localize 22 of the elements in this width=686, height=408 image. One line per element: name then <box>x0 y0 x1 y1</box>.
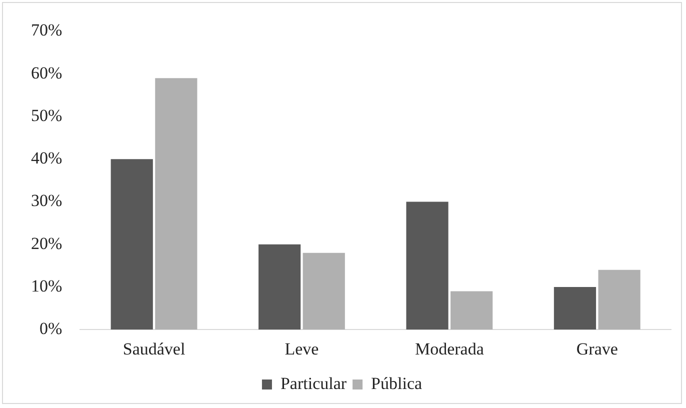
y-tick-label: 0% <box>39 319 62 338</box>
bar <box>450 291 493 330</box>
bar <box>155 78 198 330</box>
y-tick-label: 40% <box>30 148 62 168</box>
bar <box>406 202 448 330</box>
y-tick-label: 30% <box>30 191 62 210</box>
bar <box>258 244 301 330</box>
bar <box>302 252 345 330</box>
x-tick-label: Leve <box>284 339 319 358</box>
legend-label: Particular <box>280 374 347 393</box>
x-tick-label: Grave <box>576 339 618 358</box>
y-tick-label: 20% <box>30 234 62 253</box>
bar <box>110 159 153 330</box>
y-tick-label: 70% <box>30 20 62 40</box>
y-tick-label: 50% <box>30 106 62 125</box>
x-tick-label: Moderada <box>414 339 484 358</box>
legend-label: Pública <box>371 374 422 393</box>
y-tick-label: 60% <box>30 63 62 82</box>
x-tick-label: Saudável <box>122 339 186 358</box>
bar <box>554 286 596 330</box>
bar <box>598 270 640 330</box>
y-tick-label: 10% <box>30 276 62 296</box>
